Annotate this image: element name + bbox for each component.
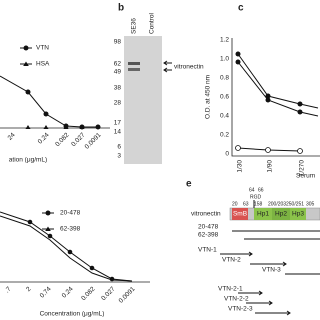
x-tick-label: 2 [25,285,33,293]
marker: 38 [114,85,122,92]
construct: VTN-1 [198,247,217,254]
domain: Hp1 [257,211,269,218]
panel-d: 20-478 62-398 .7 2 0.74 0.24 0.082 0.027… [0,210,150,318]
y-tick-label: 0 [225,151,229,158]
domain: SmB [233,211,247,218]
gel [124,36,162,164]
domain: Hp3 [292,211,304,218]
x-tick-label: 0.082 [54,131,71,148]
position: 64 [249,187,255,193]
hsa-points [25,125,85,129]
y-tick-label: 0.6 [220,94,229,101]
marker: 28 [114,100,122,107]
position: 158 [254,201,263,207]
marker: 3 [117,153,121,160]
legend-label: HSA [36,61,50,68]
marker: 17 [114,120,122,127]
x-tick-label: 0.027 [100,285,117,302]
x-tick-label: .7 [4,285,13,294]
y-tick-label: 1.0 [220,56,229,63]
position: 305 [306,201,315,207]
x-tick-label: 1/270 [299,160,306,177]
protein-label: vitronectin [191,211,221,218]
position: 200/203 [268,201,286,207]
legend-label: 62-398 [60,226,81,233]
y-tick-label: 1.2 [220,37,229,44]
construct: 20-478 [198,224,219,231]
lane-label: Control [149,12,156,34]
x-tick-label: 1/90 [267,160,274,173]
legend-label: 20-478 [60,210,81,217]
marker: 62 [114,61,122,68]
panel-e: e vitronectin SmB Hp1 Hp2 Hp3 20 63 64 6… [186,179,320,316]
position: RGD [250,194,262,200]
vtn-points [25,89,101,130]
construct: VTN-2 [222,257,241,264]
panel-label: c [238,3,244,14]
marker: 14 [114,129,122,136]
x-axis-label: Serum [296,173,315,180]
panel-c: c O.D. at 450 nm 1.2 1.0 0.8 0.6 0.4 0.2… [205,3,320,180]
position: 66 [258,187,264,193]
x-tick-label: 0.24 [61,285,75,299]
lane-label: SE36 [131,18,138,34]
panel-label: b [118,3,124,14]
vtn-curve [0,75,98,128]
position: 250/251 [286,201,304,207]
panel-label: e [186,179,192,190]
marker: 49 [114,69,122,76]
x-axis-label: Concentration (μg/mL) [40,311,105,318]
panel-a: VTN HSA 24 0.24 0.082 0.027 0.0091 ation… [0,45,110,164]
y-tick-label: 0.2 [220,132,229,139]
x-tick-label: 24 [7,131,17,141]
legend-label: VTN [36,45,49,52]
y-axis-label: O.D. at 450 nm [205,75,212,119]
position: 20 [232,201,238,207]
domain: Hp2 [275,211,287,218]
y-tick-label: 0.4 [220,113,229,120]
construct: VTN-2-1 [218,286,243,293]
x-axis-label: ation (μg/mL) [9,157,47,164]
panel-b: b SE36 Control 98 62 49 38 28 17 14 6 3 … [114,3,204,164]
x-tick-label: 0.24 [37,131,51,145]
y-tick-label: 0.8 [220,75,229,82]
x-tick-label: 0.082 [80,285,97,302]
construct: VTN-2-3 [228,306,253,313]
marker: 98 [114,39,122,46]
position: 63 [243,201,249,207]
construct: VTN-2-2 [224,296,249,303]
x-tick-label: 0.0091 [84,131,103,150]
x-tick-label: 0.74 [39,285,53,299]
construct: 62-398 [198,232,219,239]
marker: 6 [117,144,121,151]
x-tick-label: 0.0091 [118,285,137,304]
x-tick-label: 1/30 [237,160,244,173]
construct: VTN-3 [262,267,281,274]
band-label: vitronectin [174,64,204,71]
